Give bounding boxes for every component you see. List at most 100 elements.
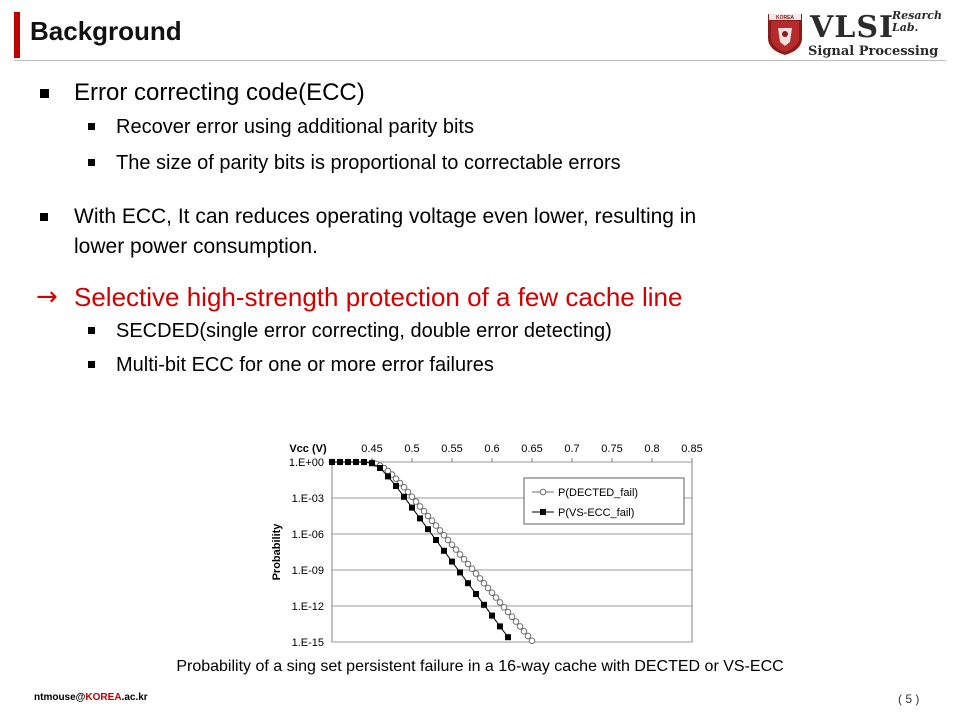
data-point bbox=[473, 591, 479, 597]
legend-box bbox=[523, 477, 685, 525]
probability-chart: 1.E+00 1.E-03 1.E-06 1.E-09 1.E-12 1.E-15 0.45… bbox=[271, 443, 703, 649]
data-point bbox=[481, 601, 487, 608]
data-point bbox=[428, 517, 436, 525]
data-point bbox=[500, 603, 508, 611]
y-tick-label: 1.E-12 bbox=[292, 601, 324, 613]
data-point bbox=[416, 503, 424, 510]
bullet-marker bbox=[40, 213, 48, 221]
x-tick-label: 0.45 bbox=[361, 443, 382, 455]
data-point bbox=[457, 569, 463, 576]
data-point bbox=[448, 541, 456, 549]
sub-bullet: Recover error using additional parity bi… bbox=[36, 114, 936, 140]
y-tick-label: 1.E-09 bbox=[292, 565, 324, 577]
x-tick-label: 0.65 bbox=[521, 443, 542, 455]
logo-subtitle: Signal Processing bbox=[808, 44, 939, 59]
data-point bbox=[417, 515, 423, 522]
y-tick-label: 1.E-06 bbox=[292, 529, 324, 541]
data-point bbox=[404, 488, 412, 496]
slide-title: Background bbox=[30, 16, 182, 46]
sub-bullet-marker bbox=[88, 159, 95, 166]
data-point bbox=[392, 475, 400, 483]
data-point bbox=[401, 493, 407, 500]
data-point bbox=[480, 579, 488, 587]
data-point bbox=[436, 527, 444, 534]
data-point bbox=[505, 634, 511, 641]
page-number: ( 5 ) bbox=[898, 692, 920, 706]
bullet-selective: → Selective high-strength protection of … bbox=[36, 282, 936, 312]
right-arrow-icon: → bbox=[36, 282, 58, 312]
data-point bbox=[489, 612, 495, 619]
data-point bbox=[465, 580, 471, 587]
logo-research-text: Resarch Lab. bbox=[892, 10, 942, 34]
data-point bbox=[456, 551, 464, 558]
data-point bbox=[460, 555, 468, 563]
legend-marker bbox=[540, 509, 546, 515]
legend-label: P(VS-ECC_fail) bbox=[558, 507, 634, 519]
data-point bbox=[385, 473, 391, 480]
bullet-ecc: Error correcting code(ECC) bbox=[36, 78, 936, 108]
data-point bbox=[425, 526, 431, 533]
data-point bbox=[468, 565, 476, 573]
data-point bbox=[412, 498, 420, 505]
data-point bbox=[408, 493, 416, 501]
y-axis-label: Probability bbox=[271, 523, 283, 581]
sub-bullet-marker bbox=[88, 123, 95, 130]
data-point bbox=[504, 608, 512, 616]
data-point bbox=[497, 623, 503, 630]
sub-bullet-text: The size of parity bits is proportional … bbox=[116, 152, 621, 174]
data-point bbox=[520, 627, 528, 635]
bullet-with-ecc: With ECC, It can reduces operating volta… bbox=[36, 202, 936, 262]
data-point bbox=[464, 560, 472, 568]
data-point bbox=[492, 594, 500, 601]
sub-bullet-text: SECDED(single error correcting, double e… bbox=[116, 320, 612, 342]
data-point bbox=[440, 531, 448, 539]
legend-label: P(DECTED_fail) bbox=[558, 487, 638, 499]
footer-email-prefix: ntmouse@ bbox=[34, 692, 86, 703]
bullet-list: Error correcting code(ECC) Recover error… bbox=[36, 78, 936, 378]
data-point bbox=[449, 558, 455, 565]
footer-email-suffix: .ac.kr bbox=[121, 692, 148, 703]
data-point bbox=[472, 570, 480, 577]
korea-university-seal-icon: KOREA bbox=[768, 14, 802, 55]
data-point bbox=[441, 547, 447, 554]
x-tick-label: 0.75 bbox=[601, 443, 622, 455]
data-point bbox=[524, 632, 532, 640]
data-point bbox=[452, 546, 460, 553]
data-point bbox=[496, 599, 504, 606]
logo-main-text: VLSI bbox=[810, 10, 895, 45]
data-point bbox=[512, 618, 520, 625]
data-point bbox=[369, 460, 375, 467]
chart-caption: Probability of a sing set persistent fai… bbox=[176, 658, 784, 675]
data-point bbox=[361, 459, 367, 465]
bullet-ecc-text: Error correcting code(ECC) bbox=[74, 79, 365, 106]
data-point bbox=[353, 459, 359, 465]
sub-bullet: The size of parity bits is proportional … bbox=[36, 150, 936, 176]
logo-research: Resarch bbox=[892, 9, 942, 22]
x-tick-label: 0.6 bbox=[484, 443, 499, 455]
data-point bbox=[528, 637, 536, 645]
x-tick-label: 0.85 bbox=[681, 443, 702, 455]
sub-bullet-marker bbox=[88, 361, 95, 368]
bullet-selective-text: Selective high-strength protection of a … bbox=[74, 282, 683, 312]
data-point bbox=[424, 512, 432, 520]
data-point bbox=[444, 536, 452, 544]
bullet-marker bbox=[40, 89, 49, 98]
footer-email: ntmouse@KOREA.ac.kr bbox=[34, 692, 148, 703]
data-point bbox=[400, 483, 408, 491]
data-point bbox=[409, 504, 415, 511]
x-tick-label: 0.55 bbox=[441, 443, 462, 455]
logo-lab: Lab. bbox=[892, 21, 919, 34]
sub-bullet: Multi-bit ECC for one or more error fail… bbox=[36, 352, 936, 378]
data-point bbox=[516, 623, 524, 630]
data-point bbox=[345, 459, 351, 465]
x-axis-label: Vcc (V) bbox=[289, 443, 327, 455]
sub-bullet: SECDED(single error correcting, double e… bbox=[36, 318, 936, 344]
vlsi-lab-logo: KOREA VLSI Resarch Lab. Signal Processin… bbox=[764, 8, 942, 60]
x-tick-label: 0.7 bbox=[564, 443, 579, 455]
bullet-with-ecc-line2: lower power consumption. bbox=[74, 235, 318, 258]
y-tick-label: 1.E+00 bbox=[289, 457, 324, 469]
sub-bullet-text: Multi-bit ECC for one or more error fail… bbox=[116, 354, 494, 376]
data-point bbox=[377, 465, 383, 471]
x-tick-label: 0.8 bbox=[644, 443, 659, 455]
data-point bbox=[476, 575, 484, 582]
